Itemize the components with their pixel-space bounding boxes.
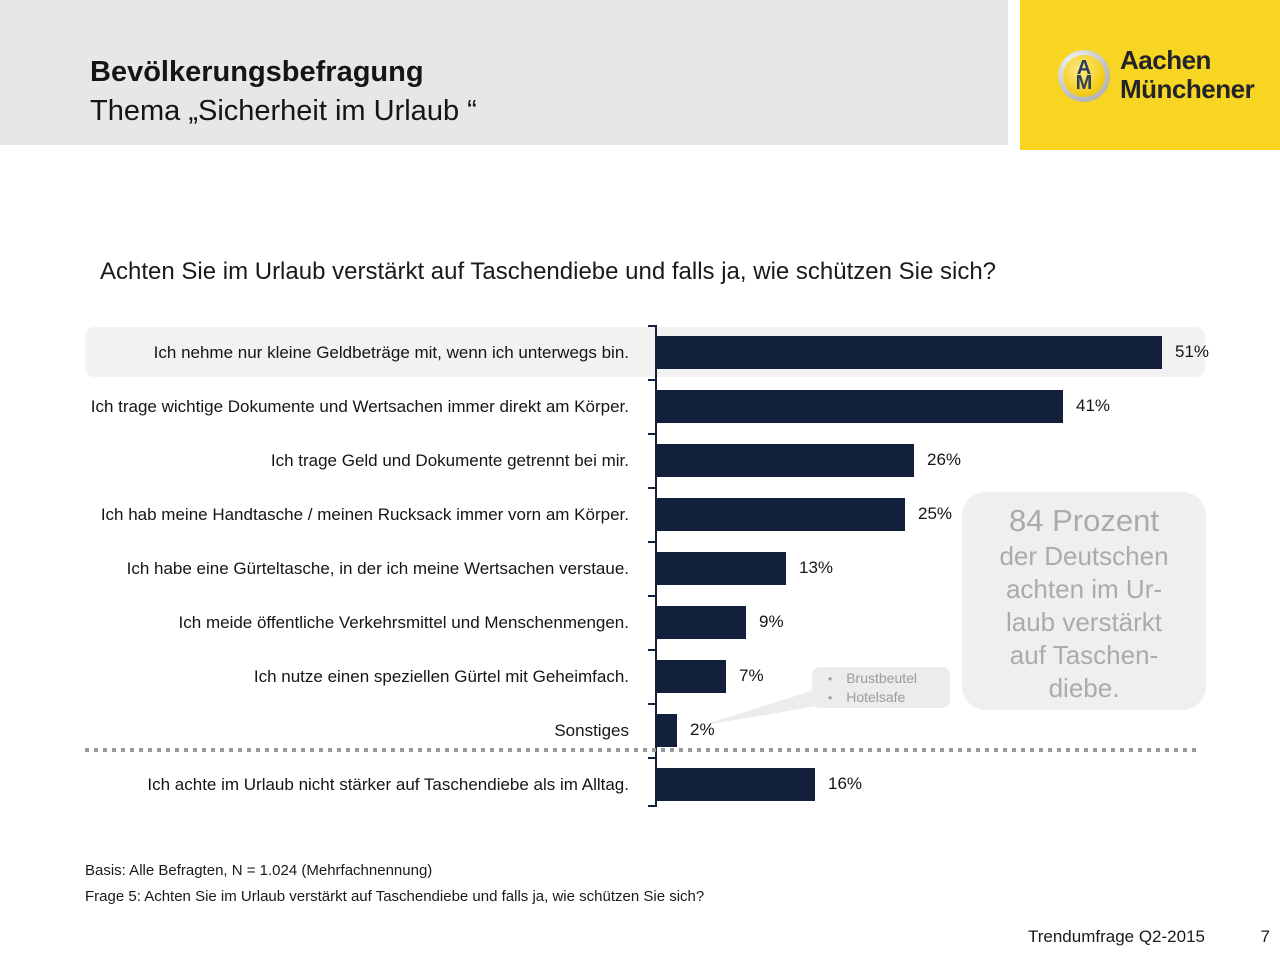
monogram-letter-a: A: [1076, 57, 1092, 79]
axis-tick: [648, 379, 655, 381]
footer-question-note: Frage 5: Achten Sie im Urlaub verstärkt …: [85, 888, 705, 905]
annotation-line: auf Taschen-: [1009, 640, 1159, 670]
footer-basis-note: Basis: Alle Befragten, N = 1.024 (Mehrfa…: [85, 862, 433, 879]
bar: [657, 606, 746, 639]
bar: [657, 660, 726, 693]
category-label: Ich nutze einen speziellen Gürtel mit Ge…: [253, 666, 629, 686]
bar: [657, 714, 677, 747]
brand-monogram-icon: A M: [1058, 50, 1110, 102]
value-label: 51%: [1175, 342, 1210, 361]
value-label: 25%: [918, 504, 953, 523]
value-label: 9%: [759, 612, 784, 631]
value-label: 41%: [1076, 396, 1111, 415]
brand-monogram-letters: A M: [1063, 55, 1105, 97]
chart-axis-line: [655, 325, 657, 807]
footer-source: Trendumfrage Q2-2015: [1027, 927, 1205, 946]
category-label: Ich trage wichtige Dokumente und Wertsac…: [90, 396, 629, 416]
header-text: Bevölkerungsbefragung Thema „Sicherheit …: [90, 52, 477, 130]
bar-chart: Ich nehme nur kleine Geldbeträge mit, we…: [85, 325, 1209, 807]
annotation-box: 84 Prozent der Deutschen achten im Ur-lau…: [962, 492, 1206, 710]
page-subtitle: Thema „Sicherheit im Urlaub “: [90, 95, 477, 127]
annotation-line: diebe.: [1048, 673, 1120, 703]
axis-tick: [648, 757, 655, 759]
axis-tick: [648, 325, 655, 327]
chart-row: Ich trage wichtige Dokumente und Wertsac…: [85, 379, 1205, 433]
annotation-line: laub verstärkt: [1005, 607, 1163, 637]
chart-row: Ich achte im Urlaub nicht stärker auf Ta…: [85, 761, 1205, 807]
header-band: Bevölkerungsbefragung Thema „Sicherheit …: [0, 0, 1008, 145]
value-label: 2%: [690, 720, 715, 739]
axis-tick: [648, 487, 655, 489]
axis-tick: [648, 805, 655, 807]
value-label: 16%: [828, 774, 863, 793]
brand-wordmark: Aachen Münchener: [1120, 45, 1255, 104]
callout-box: BrustbeutelHotelsafe: [812, 667, 950, 708]
value-label: 26%: [927, 450, 962, 469]
chart-row: Ich nutze einen speziellen Gürtel mit Ge…: [85, 649, 1205, 703]
axis-tick: [648, 703, 655, 705]
annotation-headline: 84 Prozent: [1009, 503, 1159, 538]
category-label: Sonstiges: [554, 720, 629, 740]
bar: [657, 336, 1162, 369]
category-label: Ich trage Geld und Dokumente getrennt be…: [270, 450, 629, 470]
annotation-line: der Deutschen: [999, 541, 1169, 571]
chart-row: Ich trage Geld und Dokumente getrennt be…: [85, 433, 1205, 487]
bar: [657, 444, 914, 477]
category-label: Ich hab meine Handtasche / meinen Rucksa…: [100, 504, 629, 524]
chart-row: Ich habe eine Gürteltasche, in der ich m…: [85, 541, 1205, 595]
axis-tick: [648, 649, 655, 651]
bar: [657, 552, 786, 585]
bar: [657, 768, 815, 801]
bar: [657, 390, 1063, 423]
category-label: Ich meide öffentliche Verkehrsmittel und…: [178, 612, 629, 632]
chart-row: Ich meide öffentliche Verkehrsmittel und…: [85, 595, 1205, 649]
value-label: 13%: [799, 558, 834, 577]
monogram-letter-m: M: [1075, 72, 1093, 94]
footer-page-number: 7: [1260, 927, 1270, 946]
category-label: Ich habe eine Gürteltasche, in der ich m…: [126, 558, 629, 578]
page-title: Bevölkerungsbefragung: [90, 56, 424, 88]
chart-row: Ich hab meine Handtasche / meinen Rucksa…: [85, 487, 1205, 541]
bar: [657, 498, 905, 531]
axis-tick: [648, 541, 655, 543]
callout-item: Brustbeutel: [828, 669, 950, 688]
brand-logo: A M Aachen Münchener: [1020, 0, 1280, 150]
chart-title: Achten Sie im Urlaub verstärkt auf Tasch…: [100, 258, 997, 285]
category-label: Ich achte im Urlaub nicht stärker auf Ta…: [147, 774, 629, 794]
brand-name-line2: Münchener: [1120, 74, 1255, 104]
annotation-line: achten im Ur-: [1005, 574, 1163, 604]
chart-row: Ich nehme nur kleine Geldbeträge mit, we…: [85, 325, 1209, 379]
axis-tick: [648, 433, 655, 435]
value-label: 7%: [739, 666, 764, 685]
dashed-separator: [85, 748, 1201, 752]
brand-name-line1: Aachen: [1120, 45, 1211, 75]
chart-row: Sonstiges 2%: [85, 703, 1205, 757]
category-label: Ich nehme nur kleine Geldbeträge mit, we…: [153, 342, 629, 362]
axis-tick: [648, 595, 655, 597]
callout-item: Hotelsafe: [828, 688, 950, 707]
